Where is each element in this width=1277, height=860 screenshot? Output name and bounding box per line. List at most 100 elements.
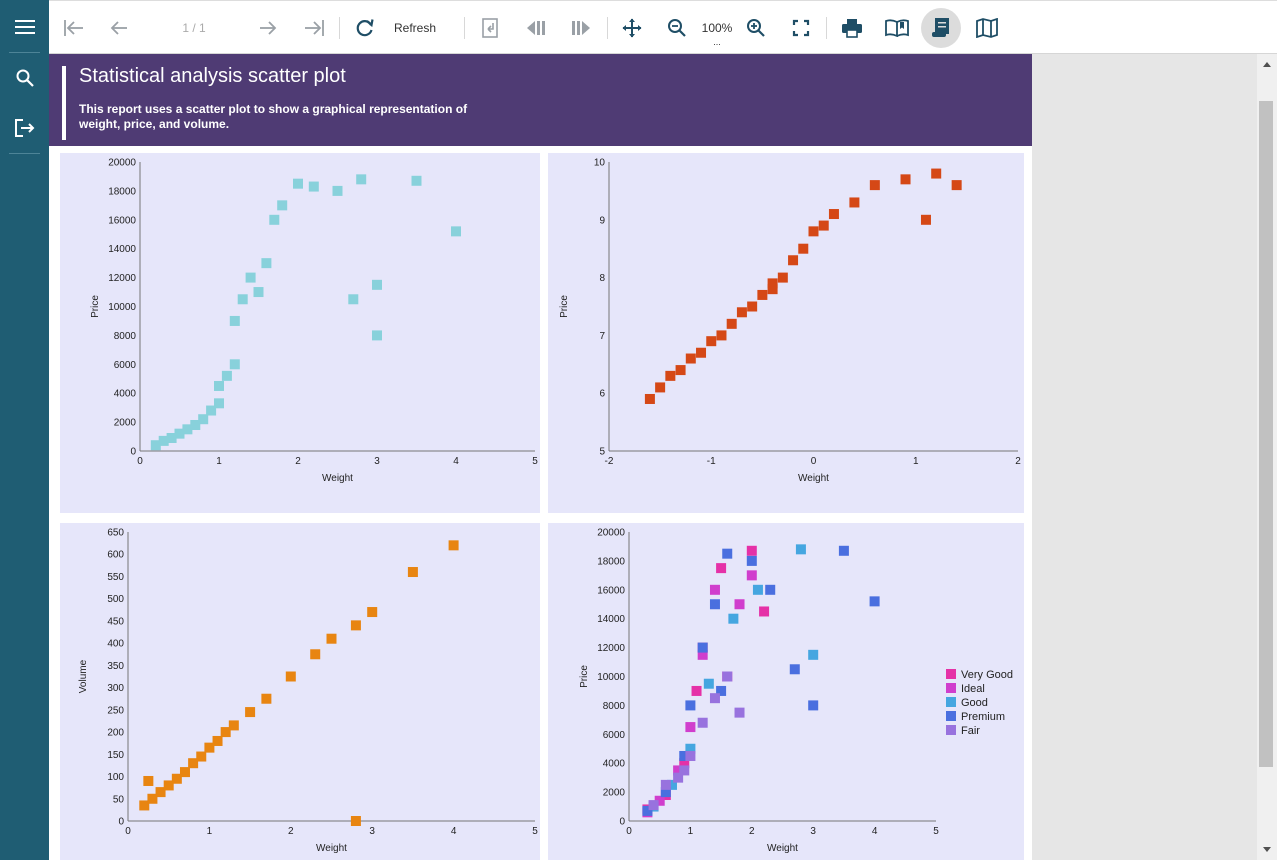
y-tick-label: 4000 <box>114 389 137 400</box>
y-tick-label: 2000 <box>603 788 626 799</box>
previous-page-button[interactable] <box>104 1 134 55</box>
scrollbar-thumb[interactable] <box>1259 101 1273 767</box>
galley-mode-button[interactable] <box>882 1 912 55</box>
data-point <box>685 743 696 754</box>
export-button[interactable] <box>0 103 49 153</box>
data-point <box>356 174 367 185</box>
zoom-out-button[interactable] <box>662 1 692 55</box>
y-tick-label: 2000 <box>114 418 137 429</box>
data-point <box>746 570 757 581</box>
data-point <box>808 226 819 237</box>
pan-mode-button[interactable] <box>617 1 647 55</box>
menu-button[interactable] <box>0 2 49 52</box>
back-to-parent-button[interactable] <box>475 1 505 55</box>
y-tick-label: 9 <box>599 215 605 226</box>
data-point <box>163 780 174 791</box>
y-tick-label: 12000 <box>597 643 625 654</box>
map-mode-button[interactable] <box>972 1 1002 55</box>
data-point <box>716 330 727 341</box>
data-point <box>171 773 182 784</box>
first-page-button[interactable] <box>59 1 89 55</box>
x-tick-label: 1 <box>216 456 222 467</box>
x-tick-label: 3 <box>369 826 375 837</box>
x-tick-label: 0 <box>125 826 131 837</box>
first-page-icon <box>64 20 83 36</box>
zoom-level[interactable]: 100% <box>701 21 733 35</box>
report-header: Statistical analysis scatter plot This r… <box>49 54 1032 146</box>
y-tick-label: 16000 <box>597 585 625 596</box>
y-tick-label: 10000 <box>597 672 625 683</box>
data-point <box>679 758 690 769</box>
data-point <box>237 294 248 305</box>
data-point <box>229 315 240 326</box>
scroll-up-arrow-icon[interactable] <box>1262 60 1272 68</box>
data-point <box>808 700 819 711</box>
page-indicator[interactable]: 1 / 1 <box>182 21 206 35</box>
data-point <box>951 180 962 191</box>
y-tick-label: 550 <box>107 572 124 583</box>
scroll-document-icon <box>932 18 949 37</box>
previous-section-button[interactable] <box>521 1 551 55</box>
data-point <box>685 750 696 761</box>
y-tick-label: 18000 <box>108 186 136 197</box>
next-page-button[interactable] <box>253 1 283 55</box>
search-button[interactable] <box>0 53 49 103</box>
data-point <box>654 795 665 806</box>
data-point <box>759 606 770 617</box>
back-to-parent-icon <box>482 18 498 38</box>
data-point <box>722 671 733 682</box>
chart-panel-cut: 0 2000 4000 6000 8000 10000 12000 14000 16000 180… <box>548 523 1024 860</box>
y-tick-label: 16000 <box>108 215 136 226</box>
data-point <box>188 758 199 769</box>
y-tick-label: 6000 <box>114 360 137 371</box>
data-point <box>308 181 319 192</box>
y-tick-label: 100 <box>107 772 124 783</box>
y-tick-label: 300 <box>107 683 124 694</box>
data-point <box>697 717 708 728</box>
data-point <box>372 279 382 290</box>
refresh-icon <box>356 19 374 37</box>
data-point <box>675 365 686 376</box>
refresh-icon-button[interactable] <box>349 1 381 55</box>
fullscreen-button[interactable] <box>786 1 816 55</box>
data-point <box>757 289 768 300</box>
search-icon <box>16 69 34 87</box>
legend-swatch <box>946 669 956 679</box>
data-point <box>734 707 745 718</box>
y-tick-label: 12000 <box>108 273 136 284</box>
legend-label: Ideal <box>961 683 985 695</box>
y-tick-label: 250 <box>107 705 124 716</box>
next-section-icon <box>572 21 590 35</box>
data-point <box>228 720 239 731</box>
x-tick-label: 0 <box>626 826 632 837</box>
zoom-in-button[interactable] <box>741 1 771 55</box>
data-point <box>736 307 747 318</box>
single-page-mode-button[interactable] <box>921 1 961 55</box>
data-point <box>166 432 177 443</box>
zoom-out-icon <box>668 19 686 37</box>
data-point <box>709 584 720 595</box>
next-section-button[interactable] <box>566 1 596 55</box>
scroll-down-arrow-icon[interactable] <box>1262 846 1272 854</box>
refresh-button[interactable]: Refresh <box>393 21 437 35</box>
last-page-button[interactable] <box>299 1 329 55</box>
arrow-left-icon <box>110 21 127 35</box>
data-point <box>849 197 860 208</box>
data-point <box>411 175 422 186</box>
data-point <box>269 214 280 225</box>
data-point <box>709 599 720 610</box>
zoom-options[interactable]: ... <box>713 37 721 47</box>
data-point <box>326 633 337 644</box>
data-point <box>348 294 359 305</box>
data-point <box>869 180 880 191</box>
data-point <box>655 382 666 393</box>
data-point <box>696 347 707 358</box>
y-tick-label: 14000 <box>597 614 625 625</box>
legend-label: Good <box>961 697 988 709</box>
data-point <box>900 174 911 185</box>
data-point <box>261 258 272 269</box>
x-tick-label: 1 <box>688 826 694 837</box>
data-point <box>310 649 321 660</box>
print-button[interactable] <box>837 1 867 55</box>
data-point <box>196 751 207 762</box>
